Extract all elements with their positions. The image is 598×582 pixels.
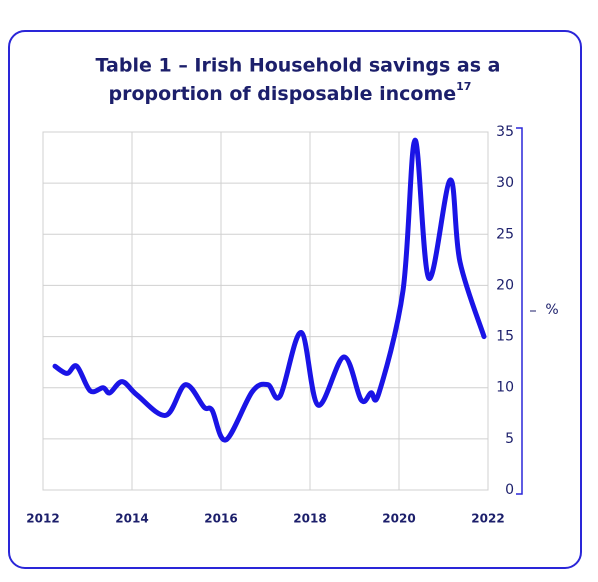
y-tick-label: 30: [496, 175, 514, 191]
y-axis-label: %: [545, 302, 558, 318]
y-tick-label: 10: [496, 380, 514, 396]
title-line: proportion of disposable income: [109, 83, 457, 105]
x-tick-label: 2018: [293, 512, 326, 526]
x-tick-label: 2012: [26, 512, 59, 526]
y-tick-label: 25: [496, 226, 514, 242]
y-tick-label: 5: [505, 431, 514, 447]
chart-title: proportion of disposable income17: [109, 80, 472, 105]
x-tick-label: 2020: [382, 512, 415, 526]
y-tick-label: 0: [505, 482, 514, 498]
y-tick-label: 15: [496, 329, 514, 345]
title-superscript: 17: [456, 80, 471, 93]
x-tick-label: 2014: [115, 512, 148, 526]
chart-title: Table 1 – Irish Household savings as a: [96, 55, 501, 77]
y-tick-label: 20: [496, 277, 514, 293]
y-axis: [516, 127, 523, 495]
data-line: [52, 137, 487, 443]
y-tick-label: 35: [496, 124, 514, 140]
frame: [8, 30, 582, 569]
x-tick-label: 2022: [471, 512, 504, 526]
x-tick-label: 2016: [204, 512, 237, 526]
